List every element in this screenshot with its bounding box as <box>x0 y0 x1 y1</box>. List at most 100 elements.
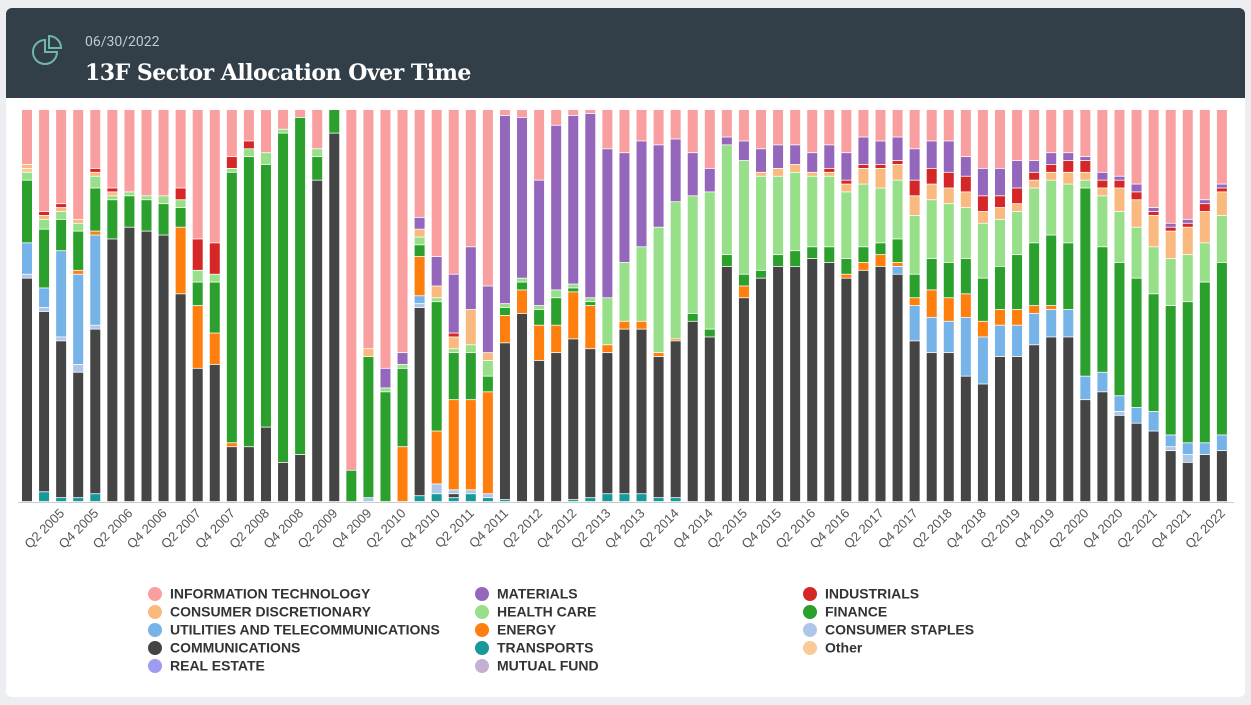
bar-segment <box>1165 223 1176 227</box>
bar-segment <box>1063 110 1074 153</box>
bar-segment <box>841 110 852 153</box>
bar-segment <box>448 349 459 353</box>
bar-segment <box>738 274 749 286</box>
bar-segment <box>653 145 664 227</box>
bar-segment <box>773 255 784 266</box>
bar-segment <box>994 325 1005 357</box>
bar-segment <box>875 110 886 141</box>
bar-segment <box>994 219 1005 266</box>
legend-swatch <box>148 587 162 601</box>
bar-segment <box>56 219 67 251</box>
bar-segment <box>636 329 647 494</box>
bar-segment <box>1097 172 1108 180</box>
bar-segment <box>568 500 579 502</box>
bar-segment <box>841 184 852 192</box>
bar-segment <box>926 290 937 317</box>
bar-segment <box>1148 208 1159 212</box>
bar-segment <box>909 196 920 216</box>
legend-label: CONSUMER DISCRETIONARY <box>170 604 372 620</box>
bar-segment <box>756 270 767 278</box>
bar-segment <box>738 160 749 274</box>
bar-segment <box>1029 180 1040 188</box>
bar-segment <box>858 137 869 165</box>
bar-segment <box>1165 306 1176 435</box>
bar-segment <box>1199 204 1210 212</box>
bar-segment <box>1046 306 1057 310</box>
bar-segment <box>192 110 203 239</box>
bar-segment <box>380 368 391 388</box>
legend-label: INDUSTRIALS <box>825 586 919 602</box>
bar-segment <box>1216 110 1227 184</box>
bar-segment <box>158 235 169 502</box>
bar-segment <box>687 153 698 196</box>
bar-segment <box>534 360 545 502</box>
bar-segment <box>499 500 510 502</box>
bar-segment <box>551 110 562 125</box>
bar-segment <box>90 176 101 188</box>
bar-segment <box>1080 376 1091 400</box>
bar-segment <box>1029 313 1040 345</box>
bar-segment <box>704 337 715 502</box>
bar-segment <box>243 110 254 141</box>
bar-segment <box>226 447 237 502</box>
bar-segment <box>1131 192 1142 200</box>
bar-segment <box>22 168 32 172</box>
bar-segment <box>431 257 442 286</box>
bar-segment <box>773 168 784 176</box>
bar-segment <box>960 176 971 192</box>
bar-segment <box>585 306 596 349</box>
bar-segment <box>1216 188 1227 192</box>
bar-segment <box>926 168 937 184</box>
bar-segment <box>943 188 954 204</box>
bar-segment <box>482 498 493 502</box>
bar-segment <box>1199 282 1210 443</box>
bar-segment <box>943 141 954 172</box>
bar-segment <box>704 329 715 337</box>
bar-segment <box>397 368 408 447</box>
bar-segment <box>56 110 67 204</box>
bar-segment <box>414 110 425 217</box>
bar-segment <box>926 141 937 168</box>
bar-segment <box>636 321 647 329</box>
legend-swatch <box>803 641 817 655</box>
bar-segment <box>841 278 852 502</box>
bar-segment <box>1114 396 1125 412</box>
bar-segment <box>670 498 681 502</box>
bar-segment <box>670 339 681 341</box>
bar-segment <box>653 353 664 357</box>
bar-segment <box>448 494 459 498</box>
bar-segment <box>226 443 237 447</box>
bar-segment <box>909 341 920 502</box>
bar-segment <box>892 164 903 180</box>
bar-segment <box>414 217 425 229</box>
bar-segment <box>1199 110 1210 200</box>
bar-segment <box>841 258 852 274</box>
bar-segment <box>329 110 340 133</box>
bar-segment <box>1029 306 1040 314</box>
bar-segment <box>363 356 374 498</box>
bar-segment <box>653 227 664 353</box>
bar-segment <box>1165 110 1176 223</box>
bar-segment <box>909 274 920 298</box>
bar-segment <box>551 125 562 290</box>
bar-segment <box>226 172 237 443</box>
bar-segment <box>687 110 698 153</box>
bar-segment <box>585 113 596 298</box>
bar-segment <box>926 200 937 259</box>
bar-segment <box>465 110 476 247</box>
bar-segment <box>414 237 425 245</box>
bar-segment <box>909 149 920 180</box>
bar-segment <box>1080 157 1091 161</box>
bar-segment <box>56 208 67 212</box>
bar-segment <box>90 231 101 235</box>
bar-segment <box>1182 462 1193 502</box>
bar-segment <box>585 110 596 114</box>
bar-segment <box>124 110 135 192</box>
bar-segment <box>807 153 818 172</box>
bar-segment <box>636 110 647 141</box>
bar-segment <box>1199 443 1210 455</box>
bar-segment <box>738 110 749 141</box>
bar-segment <box>397 364 408 368</box>
bar-segment <box>1216 192 1227 216</box>
